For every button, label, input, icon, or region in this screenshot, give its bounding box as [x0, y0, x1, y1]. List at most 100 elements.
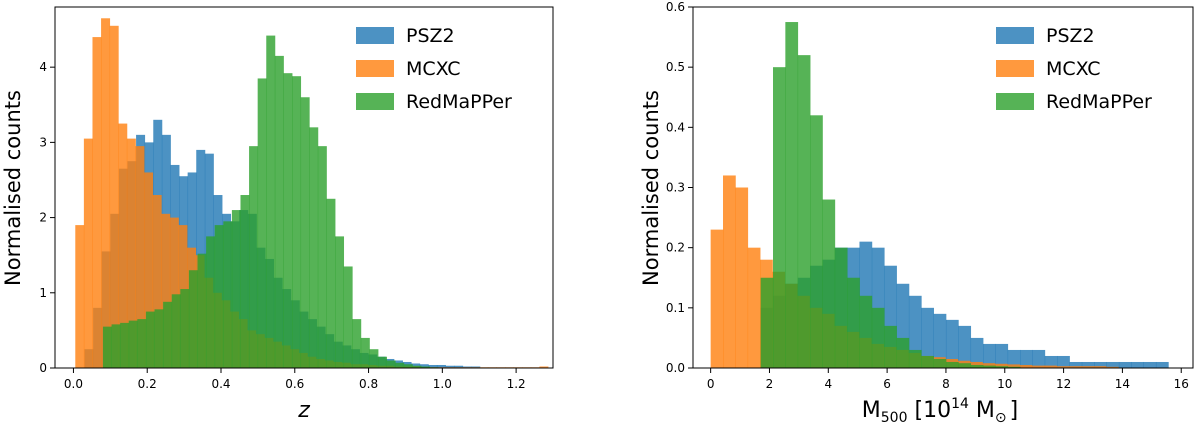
left-bar-redmapper-23 — [300, 97, 310, 368]
right-bar-psz2-22 — [1032, 349, 1046, 368]
left-bar-redmapper-31 — [369, 349, 379, 368]
left-bar-redmapper-13 — [214, 225, 224, 368]
left-legend-swatch-mcxc — [356, 60, 394, 77]
left-xtick-label-6: 1.2 — [507, 377, 526, 391]
left-ytick-label-4: 4 — [39, 60, 47, 74]
right-legend-label-redmapper: RedMaPPer — [1046, 91, 1152, 113]
left-bar-redmapper-26 — [326, 198, 336, 368]
right-series-redmapper — [760, 22, 1021, 369]
right-bar-psz2-30 — [1131, 361, 1144, 368]
right-bar-redmapper-1 — [773, 67, 786, 369]
left-bar-redmapper-27 — [335, 236, 345, 368]
right-bar-redmapper-11 — [896, 337, 910, 368]
right-bar-redmapper-12 — [908, 349, 922, 368]
left-legend-swatch-psz2 — [356, 27, 394, 44]
left-bar-redmapper-22 — [292, 76, 302, 368]
right-bar-redmapper-20 — [1007, 366, 1021, 368]
right-bar-psz2-32 — [1155, 361, 1169, 368]
left-ytick-label-1: 1 — [39, 286, 47, 300]
right-legend-swatch-redmapper — [996, 93, 1034, 110]
right-bar-redmapper-9 — [871, 307, 885, 368]
right-x-label-mid: [10 — [908, 398, 952, 423]
left-bar-redmapper-20 — [274, 55, 284, 368]
right-ytick-label-6: 0.6 — [666, 0, 685, 14]
left-bar-redmapper-18 — [257, 78, 267, 368]
right-x-label-sup: 14 — [951, 396, 969, 412]
left-bar-mcxc-2 — [92, 37, 102, 368]
left-bar-redmapper-36 — [412, 365, 422, 368]
right-bar-psz2-19 — [995, 343, 1009, 368]
left-xtick-label-2: 0.4 — [211, 377, 230, 391]
right-xtick-label-1: 2 — [766, 377, 774, 391]
right-ytick-label-3: 0.3 — [666, 181, 685, 195]
left-bar-redmapper-11 — [197, 253, 207, 368]
right-panel: 0 2 4 6 8 10 12 14 16 0.0 0.1 0.2 0.3 0.4 0.5 0.6 Norm… — [639, 0, 1194, 426]
left-bar-redmapper-15 — [231, 210, 241, 368]
right-legend-swatch-psz2 — [996, 27, 1034, 44]
right-bar-psz2-16 — [958, 325, 972, 368]
left-bar-mcxc-9 — [152, 195, 162, 368]
right-legend-swatch-mcxc — [996, 60, 1034, 77]
right-bar-redmapper-19 — [995, 366, 1009, 368]
left-y-axis-label: Normalised counts — [1, 90, 25, 286]
right-bar-psz2-31 — [1143, 361, 1157, 368]
right-y-axis-label: Normalised counts — [639, 90, 663, 286]
right-x-axis-label: M500 [1014 M⊙] — [862, 396, 1018, 426]
left-bar-redmapper-9 — [180, 289, 190, 368]
left-ytick-label-0: 0 — [39, 361, 47, 375]
left-bar-redmapper-34 — [395, 362, 405, 368]
right-y-ticks: 0.0 0.1 0.2 0.3 0.4 0.5 0.6 — [666, 0, 693, 375]
left-bar-mcxc-11 — [169, 217, 179, 368]
right-bar-redmapper-14 — [933, 358, 947, 368]
left-bar-mcxc-4 — [109, 25, 119, 369]
right-bar-redmapper-13 — [921, 355, 934, 368]
right-bar-mcxc-23 — [994, 363, 1008, 368]
left-xtick-label-5: 1.0 — [433, 377, 452, 391]
right-bar-mcxc-24 — [1007, 364, 1020, 368]
right-bar-mcxc-32 — [1105, 366, 1119, 368]
left-xtick-label-3: 0.6 — [285, 377, 304, 391]
right-bar-redmapper-6 — [834, 247, 848, 368]
right-bar-mcxc-2 — [735, 187, 749, 368]
right-ytick-label-0: 0.0 — [666, 361, 685, 375]
right-bar-psz2-27 — [1094, 361, 1107, 368]
left-bar-mcxc-54 — [539, 366, 549, 368]
left-bar-redmapper-5 — [145, 311, 155, 368]
left-legend-label-redmapper: RedMaPPer — [406, 91, 512, 113]
right-bar-psz2-25 — [1069, 361, 1083, 368]
left-bar-redmapper-28 — [343, 266, 353, 368]
left-bar-redmapper-37 — [420, 366, 430, 368]
right-ytick-label-4: 0.4 — [666, 120, 685, 134]
left-bar-mcxc-1 — [83, 138, 93, 368]
left-bar-mcxc-6 — [126, 138, 136, 368]
left-bar-redmapper-8 — [171, 294, 181, 368]
right-xtick-label-6: 12 — [1056, 377, 1071, 391]
left-bar-mcxc-7 — [135, 146, 145, 368]
left-bar-redmapper-30 — [360, 337, 370, 368]
right-bar-mcxc-30 — [1081, 366, 1094, 368]
left-bar-redmapper-0 — [102, 326, 112, 368]
left-bar-redmapper-33 — [386, 360, 396, 368]
left-legend: PSZ2 MCXC RedMaPPer — [356, 25, 512, 113]
right-bar-mcxc-1 — [723, 175, 736, 368]
left-bar-mcxc-3 — [101, 18, 111, 369]
left-bar-redmapper-24 — [309, 127, 319, 368]
left-bar-redmapper-16 — [240, 195, 250, 368]
left-bar-psz2-41 — [436, 364, 446, 368]
right-ytick-label-5: 0.5 — [666, 60, 685, 74]
right-bar-redmapper-18 — [983, 365, 996, 368]
right-bar-psz2-21 — [1020, 349, 1033, 368]
right-bar-redmapper-5 — [822, 199, 836, 368]
right-bar-redmapper-2 — [785, 22, 799, 368]
left-bar-redmapper-10 — [188, 270, 198, 368]
right-bar-psz2-24 — [1057, 355, 1070, 368]
left-bar-redmapper-2 — [120, 322, 130, 369]
right-bar-psz2-17 — [970, 337, 984, 368]
right-bar-redmapper-3 — [797, 55, 811, 368]
right-bar-psz2-15 — [945, 319, 959, 368]
left-legend-swatch-redmapper — [356, 93, 394, 110]
left-bar-redmapper-12 — [206, 236, 216, 368]
right-bar-mcxc-31 — [1093, 366, 1107, 368]
right-xtick-label-3: 6 — [883, 377, 891, 391]
